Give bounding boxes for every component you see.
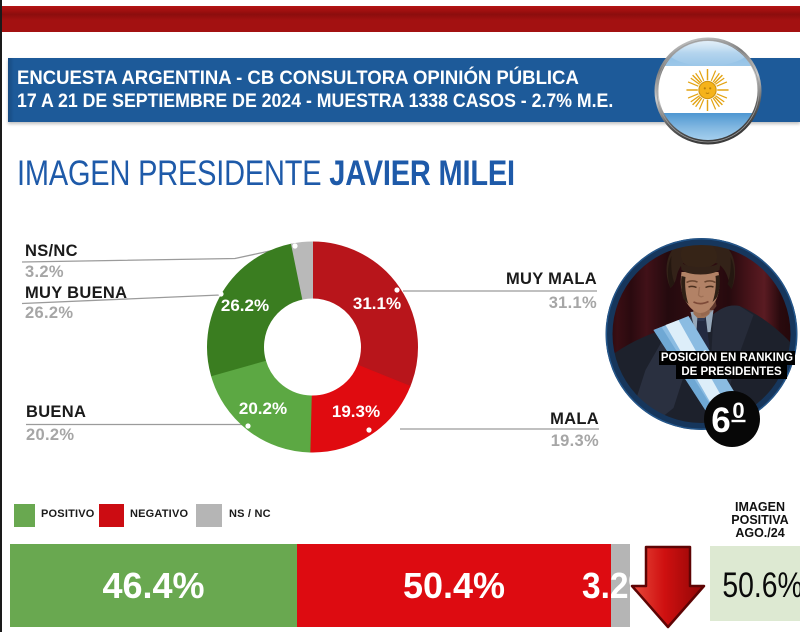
svg-text:6: 6 [711, 401, 730, 440]
svg-text:20.2%: 20.2% [239, 399, 287, 418]
svg-text:19.3%: 19.3% [332, 402, 380, 421]
svg-text:0: 0 [732, 398, 744, 423]
svg-text:26.2%: 26.2% [221, 296, 269, 315]
svg-text:31.1%: 31.1% [353, 294, 401, 313]
